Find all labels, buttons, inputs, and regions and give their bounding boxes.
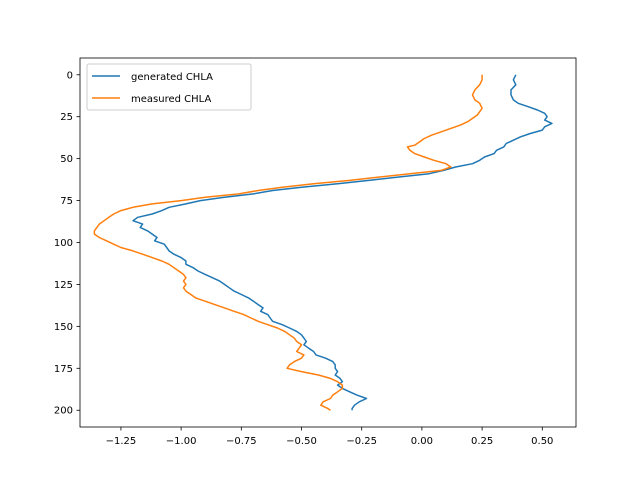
- x-tick-label: −0.75: [226, 436, 257, 447]
- y-tick-label: 150: [54, 322, 73, 333]
- x-axis: −1.25 −1.00 −0.75 −0.50 −0.25 0.00 0.25 0.50: [106, 427, 553, 447]
- y-tick-label: 175: [54, 364, 73, 375]
- y-tick-label: 75: [60, 196, 73, 207]
- x-tick-label: −0.50: [286, 436, 317, 447]
- x-tick-label: 0.50: [531, 436, 553, 447]
- x-tick-label: 0.00: [411, 436, 433, 447]
- series-line-generated: [132, 74, 553, 411]
- x-tick-label: 0.25: [471, 436, 493, 447]
- y-tick-label: 125: [54, 280, 73, 291]
- legend-label-generated: generated CHLA: [131, 72, 213, 83]
- series-line-measured: [93, 74, 483, 411]
- legend-box: [86, 63, 252, 111]
- y-axis: 0 25 50 75 100 125 150 175 200: [54, 70, 80, 417]
- y-tick-label: 200: [54, 406, 73, 417]
- y-tick-label: 50: [60, 154, 73, 165]
- x-tick-label: −1.25: [106, 436, 137, 447]
- y-tick-label: 0: [67, 70, 73, 81]
- legend-label-measured: measured CHLA: [131, 94, 211, 105]
- y-tick-label: 25: [60, 112, 73, 123]
- x-tick-label: −0.25: [346, 436, 377, 447]
- x-tick-label: −1.00: [166, 436, 197, 447]
- y-tick-label: 100: [54, 238, 73, 249]
- series-layer: [93, 74, 553, 411]
- legend: generated CHLA measured CHLA: [86, 63, 252, 111]
